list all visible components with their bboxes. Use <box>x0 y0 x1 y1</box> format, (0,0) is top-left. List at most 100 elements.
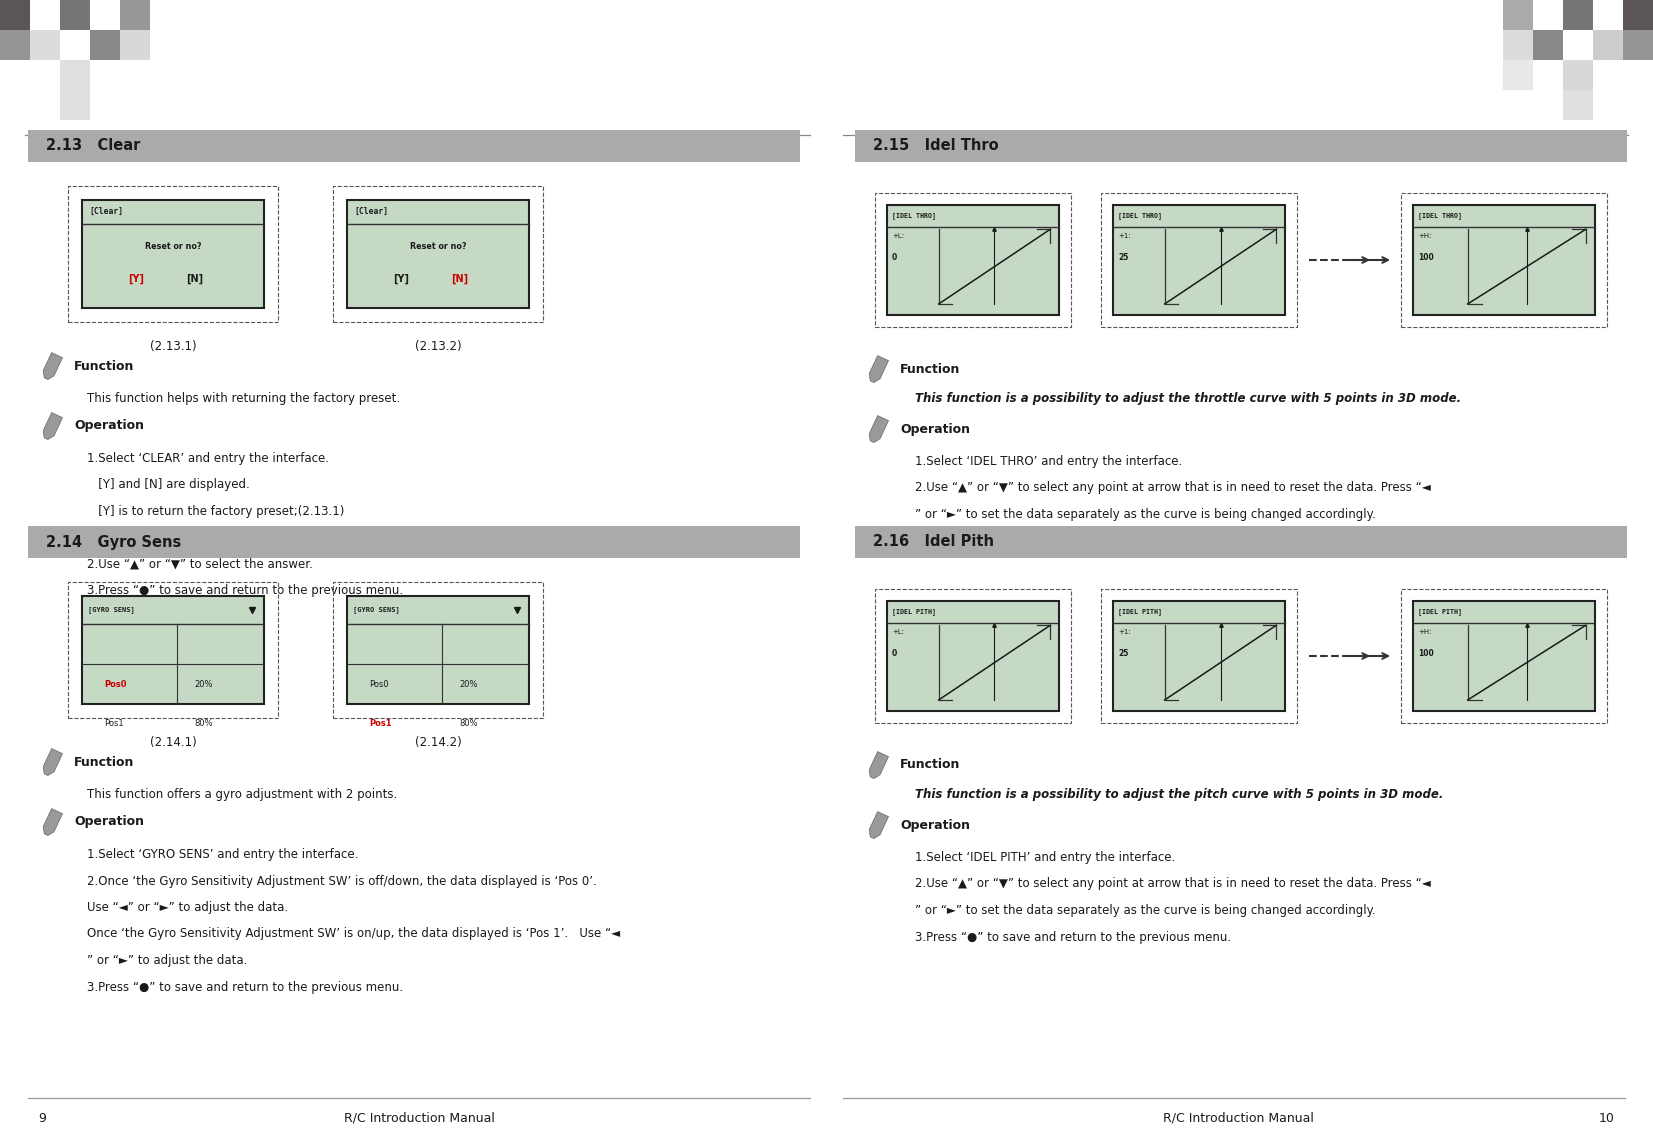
Bar <box>1503 60 1532 90</box>
Bar <box>60 90 89 120</box>
Text: [GYRO SENS]: [GYRO SENS] <box>354 606 400 613</box>
Text: +L:: +L: <box>893 629 904 635</box>
Text: 1.Select ‘IDEL THRO’ and entry the interface.: 1.Select ‘IDEL THRO’ and entry the inter… <box>916 455 1182 469</box>
Bar <box>1593 30 1623 60</box>
Text: 0: 0 <box>893 253 898 262</box>
Bar <box>1532 0 1564 30</box>
Text: Reset or no?: Reset or no? <box>410 242 466 251</box>
Text: Pos0: Pos0 <box>369 679 388 689</box>
Text: [Y] is to return the factory preset;(2.13.1): [Y] is to return the factory preset;(2.1… <box>88 505 344 518</box>
Text: 3.Press “●” to save and return to the previous menu.: 3.Press “●” to save and return to the pr… <box>88 980 403 993</box>
Bar <box>855 130 1627 162</box>
Bar <box>1402 589 1607 723</box>
Text: Operation: Operation <box>74 420 144 432</box>
Text: (2.14.1): (2.14.1) <box>150 736 197 749</box>
Text: This function is a possibility to adjust the pitch curve with 5 points in 3D mod: This function is a possibility to adjust… <box>916 788 1443 801</box>
Text: Pos0: Pos0 <box>104 679 126 689</box>
Bar <box>1101 589 1298 723</box>
Text: [N] is not to return the factory preset. (2.13.2): [N] is not to return the factory preset.… <box>88 531 372 545</box>
Bar <box>1101 193 1298 327</box>
Text: +H:: +H: <box>1418 629 1431 635</box>
Text: [N]: [N] <box>187 274 203 284</box>
Polygon shape <box>43 808 63 836</box>
Text: [IDEL PITH]: [IDEL PITH] <box>893 609 936 616</box>
Text: Function: Function <box>74 359 134 373</box>
Bar <box>1112 205 1284 315</box>
Bar <box>347 200 529 308</box>
Bar <box>1564 30 1593 60</box>
Text: +1:: +1: <box>1117 233 1131 238</box>
Text: [Y]: [Y] <box>129 274 144 284</box>
Bar <box>83 200 264 308</box>
Bar <box>89 30 121 60</box>
Text: Function: Function <box>74 756 134 768</box>
Polygon shape <box>869 812 889 839</box>
Text: 2.16   Idel Pith: 2.16 Idel Pith <box>873 535 993 549</box>
Bar <box>1593 60 1623 90</box>
Text: 2.13   Clear: 2.13 Clear <box>46 138 141 154</box>
Text: [Clear]: [Clear] <box>354 206 388 215</box>
Bar <box>0 30 30 60</box>
Polygon shape <box>43 749 63 775</box>
Text: 9: 9 <box>38 1112 46 1124</box>
Bar <box>89 0 121 30</box>
Bar <box>1112 601 1284 711</box>
Text: [N]: [N] <box>451 274 468 284</box>
Text: 100: 100 <box>1418 253 1433 262</box>
Bar <box>1532 60 1564 90</box>
Text: 1.Select ‘IDEL PITH’ and entry the interface.: 1.Select ‘IDEL PITH’ and entry the inter… <box>916 850 1175 864</box>
Bar <box>1623 30 1653 60</box>
Bar <box>60 30 89 60</box>
Text: 25: 25 <box>1117 650 1129 658</box>
Bar <box>1593 0 1623 30</box>
Text: 10: 10 <box>1598 1112 1615 1124</box>
Text: [Y] and [N] are displayed.: [Y] and [N] are displayed. <box>88 479 250 491</box>
Text: This function offers a gyro adjustment with 2 points.: This function offers a gyro adjustment w… <box>88 788 397 801</box>
Bar <box>1564 60 1593 90</box>
Bar <box>1503 30 1532 60</box>
Text: (2.14.2): (2.14.2) <box>415 736 461 749</box>
Text: This function helps with returning the factory preset.: This function helps with returning the f… <box>88 392 400 405</box>
Text: [IDEL THRO]: [IDEL THRO] <box>1418 212 1461 220</box>
Polygon shape <box>43 413 63 440</box>
Text: R/C Introduction Manual: R/C Introduction Manual <box>1162 1112 1314 1124</box>
Text: 3.Press “●” to save and return to the previous menu.: 3.Press “●” to save and return to the pr… <box>916 535 1231 547</box>
Bar <box>28 526 800 557</box>
Text: ” or “►” to adjust the data.: ” or “►” to adjust the data. <box>88 954 248 967</box>
Text: [Y]: [Y] <box>393 274 410 284</box>
Bar <box>60 60 89 90</box>
Bar <box>332 583 542 718</box>
Text: R/C Introduction Manual: R/C Introduction Manual <box>344 1112 494 1124</box>
Text: 80%: 80% <box>460 719 478 728</box>
Bar <box>888 205 1060 315</box>
Bar <box>121 60 150 90</box>
Bar <box>121 0 150 30</box>
Text: (2.13.1): (2.13.1) <box>150 340 197 353</box>
Text: 3.Press “●” to save and return to the previous menu.: 3.Press “●” to save and return to the pr… <box>88 585 403 597</box>
Text: 2.15   Idel Thro: 2.15 Idel Thro <box>873 138 998 154</box>
Text: 2.14   Gyro Sens: 2.14 Gyro Sens <box>46 535 182 549</box>
Text: Function: Function <box>899 758 960 772</box>
Bar <box>0 0 30 30</box>
Bar <box>347 596 529 705</box>
Bar <box>888 601 1060 711</box>
Text: 3.Press “●” to save and return to the previous menu.: 3.Press “●” to save and return to the pr… <box>916 930 1231 944</box>
Text: [IDEL PITH]: [IDEL PITH] <box>1117 609 1162 616</box>
Bar <box>28 130 800 162</box>
Bar <box>1503 0 1532 30</box>
Text: 80%: 80% <box>195 719 213 728</box>
Text: 2.Use “▲” or “▼” to select any point at arrow that is in need to reset the data.: 2.Use “▲” or “▼” to select any point at … <box>916 481 1431 495</box>
Bar <box>1623 60 1653 90</box>
Text: [GYRO SENS]: [GYRO SENS] <box>88 606 136 613</box>
Text: 1.Select ‘CLEAR’ and entry the interface.: 1.Select ‘CLEAR’ and entry the interface… <box>88 451 329 465</box>
Text: Operation: Operation <box>899 819 970 831</box>
Text: +H:: +H: <box>1418 233 1431 238</box>
Bar <box>60 0 89 30</box>
Polygon shape <box>869 751 889 779</box>
Bar <box>1564 0 1593 30</box>
Bar <box>30 30 60 60</box>
Text: Pos1: Pos1 <box>369 719 392 728</box>
Bar <box>874 589 1071 723</box>
Bar <box>332 186 542 321</box>
Text: Operation: Operation <box>899 423 970 435</box>
